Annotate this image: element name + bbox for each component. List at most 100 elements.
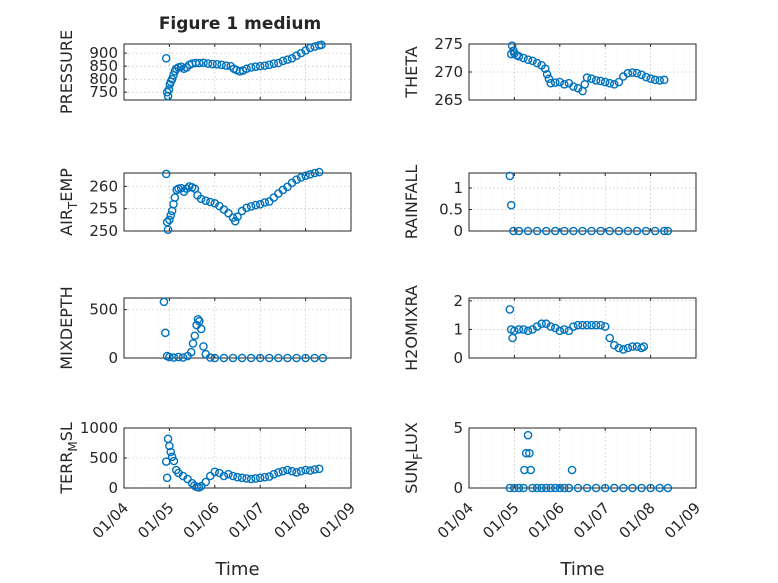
data-point	[541, 226, 551, 236]
data-point	[208, 59, 217, 69]
x-tick-label: 01/08	[270, 499, 313, 542]
data-point	[505, 171, 515, 181]
y-tick-label: 255	[89, 200, 118, 218]
data-point	[623, 68, 633, 78]
axes-h2omixra: 0 1 2 H2OMIXRA	[402, 285, 697, 371]
data-point	[514, 483, 524, 493]
data-point	[550, 483, 560, 493]
x-tick-label: 01/07	[225, 499, 268, 542]
data-point	[619, 483, 628, 493]
data-point	[242, 203, 251, 213]
data-point	[219, 353, 229, 363]
data-point	[162, 473, 172, 483]
data-point	[514, 226, 524, 236]
data-point	[632, 68, 642, 78]
data-point	[165, 441, 174, 451]
data-point	[519, 325, 528, 334]
data-point	[591, 320, 601, 330]
data-point	[525, 448, 534, 458]
data-point	[264, 60, 274, 70]
data-point	[233, 212, 242, 222]
data-point	[165, 215, 174, 225]
data-point	[305, 170, 315, 179]
data-point	[605, 226, 615, 236]
data-point	[221, 61, 231, 70]
data-point	[251, 200, 260, 210]
data-point	[646, 483, 655, 493]
data-point	[582, 73, 592, 82]
y-axis-label: MIXDEPTH	[57, 286, 76, 369]
data-point	[532, 58, 542, 68]
y-tick-label: 0	[453, 349, 463, 367]
y-tick-label: 1	[453, 179, 463, 197]
data-point	[196, 194, 206, 204]
data-point	[169, 456, 179, 466]
data-point	[183, 474, 192, 484]
data-point	[587, 226, 596, 236]
data-point	[614, 343, 624, 353]
data-point	[255, 61, 265, 71]
axes-frame	[123, 43, 352, 101]
data-point	[161, 328, 170, 338]
data-point	[170, 193, 180, 202]
data-point	[639, 342, 649, 351]
plot-area	[468, 427, 697, 489]
data-point	[573, 83, 583, 93]
data-point	[242, 474, 251, 483]
data-point	[230, 216, 240, 226]
data-point	[246, 202, 256, 211]
data-point	[578, 226, 587, 236]
y-tick-label: 850	[89, 57, 118, 75]
y-axis-label: TERRMSL	[57, 422, 80, 495]
data-point	[564, 483, 574, 493]
data-point	[164, 85, 174, 94]
data-point	[260, 198, 270, 207]
data-point	[507, 41, 517, 50]
data-point	[567, 465, 577, 475]
data-point	[596, 320, 605, 330]
data-point	[296, 173, 306, 182]
data-point	[528, 483, 537, 493]
data-point	[188, 339, 198, 348]
data-point	[167, 74, 177, 84]
x-tick-label: 01/06	[525, 499, 568, 542]
data-point	[605, 78, 615, 88]
data-point	[310, 353, 319, 363]
y-tick-label: 270	[434, 63, 463, 81]
data-point	[523, 326, 533, 336]
axes-rainfall: 0 0.5 1 RAINFALL	[402, 165, 697, 240]
y-tick-label: 800	[89, 70, 118, 88]
data-point	[555, 483, 565, 493]
data-point	[540, 64, 550, 73]
data-point	[506, 200, 516, 210]
y-tick-label: 250	[89, 222, 118, 240]
data-point	[292, 468, 301, 477]
data-point	[219, 471, 229, 481]
data-point	[159, 297, 169, 307]
data-point	[510, 483, 519, 493]
data-point	[614, 226, 624, 236]
axes-air_temp: 250 255 260 AIRTEMP	[57, 168, 352, 240]
data-point	[317, 40, 326, 50]
data-point	[287, 466, 297, 476]
data-point	[546, 78, 556, 88]
data-point	[555, 77, 565, 87]
data-point	[287, 54, 297, 63]
data-point	[169, 353, 179, 362]
data-point	[564, 326, 574, 336]
data-point	[251, 474, 260, 483]
data-point	[560, 483, 569, 493]
data-point	[544, 74, 554, 84]
y-tick-label: 2	[453, 292, 463, 310]
data-point	[201, 477, 211, 487]
data-point	[619, 345, 628, 354]
data-point	[510, 49, 519, 58]
x-tick-label: 01/06	[180, 499, 223, 542]
data-point	[205, 197, 215, 207]
data-point	[228, 353, 238, 363]
x-axis-label: Time	[559, 559, 604, 580]
axes-frame	[123, 297, 352, 359]
data-point	[193, 314, 203, 324]
data-point	[301, 353, 310, 363]
x-axis-label: Time	[214, 559, 259, 580]
